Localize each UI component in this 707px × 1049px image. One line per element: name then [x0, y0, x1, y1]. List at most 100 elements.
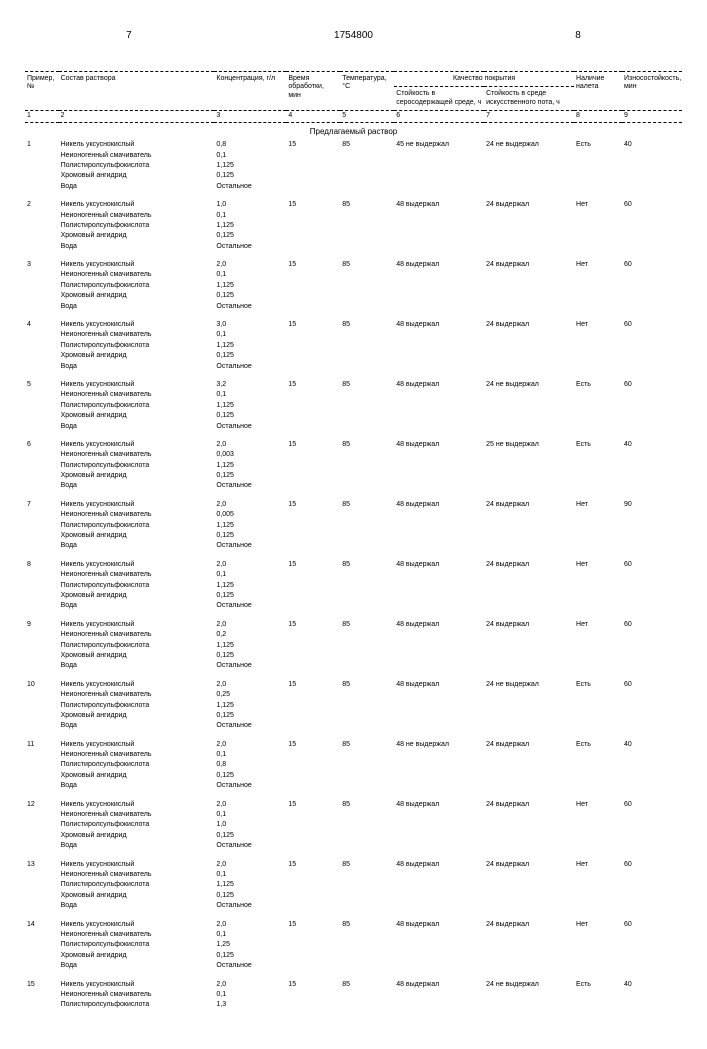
cell	[286, 870, 340, 880]
cell	[25, 810, 59, 820]
cell: 0,2	[214, 630, 286, 640]
cell	[574, 171, 622, 181]
cell	[340, 151, 394, 161]
cell	[484, 591, 574, 601]
table-row: Хромовый ангидрид0,125	[25, 951, 682, 961]
cell	[340, 570, 394, 580]
cell	[25, 930, 59, 940]
cell: 0,125	[214, 351, 286, 361]
cell	[394, 880, 484, 890]
cell	[286, 341, 340, 351]
cell	[25, 630, 59, 640]
row-separator	[25, 312, 682, 320]
cell: Нет	[574, 500, 622, 510]
cell	[25, 531, 59, 541]
cell	[574, 390, 622, 400]
cell	[286, 781, 340, 791]
cell	[25, 291, 59, 301]
cell: Остальное	[214, 781, 286, 791]
cell: Есть	[574, 980, 622, 990]
cell	[484, 211, 574, 221]
cell: Нет	[574, 800, 622, 810]
cell	[286, 182, 340, 192]
cell: 60	[622, 920, 682, 930]
cell	[484, 721, 574, 731]
page-num-left: 7	[126, 30, 132, 41]
cell	[340, 341, 394, 351]
cell	[286, 601, 340, 611]
cell	[394, 781, 484, 791]
cell: 60	[622, 320, 682, 330]
cell	[574, 591, 622, 601]
cell: 48 выдержал	[394, 560, 484, 570]
cell	[574, 302, 622, 312]
table-row: Полистиролсульфокислота1,125	[25, 521, 682, 531]
cell: Неионогенный смачиватель	[59, 151, 215, 161]
cell	[394, 651, 484, 661]
cell	[484, 880, 574, 890]
cell	[484, 641, 574, 651]
cell: 60	[622, 860, 682, 870]
cell: 1	[25, 140, 59, 150]
cell	[25, 461, 59, 471]
cell	[574, 880, 622, 890]
cell: 15	[286, 500, 340, 510]
cell	[622, 211, 682, 221]
cell	[574, 151, 622, 161]
cell: 0,25	[214, 690, 286, 700]
cell	[286, 951, 340, 961]
cell	[574, 471, 622, 481]
cell: Остальное	[214, 182, 286, 192]
cell	[394, 630, 484, 640]
cell	[25, 721, 59, 731]
cell: 24 выдержал	[484, 500, 574, 510]
cell: 48 выдержал	[394, 620, 484, 630]
cell	[286, 171, 340, 181]
table-row: Полистиролсульфокислота1,125	[25, 461, 682, 471]
cell	[340, 362, 394, 372]
cell: 48 выдержал	[394, 440, 484, 450]
table-row: Полистиролсульфокислота1,125	[25, 641, 682, 651]
cell	[484, 690, 574, 700]
cell	[574, 401, 622, 411]
cell	[25, 422, 59, 432]
cell	[340, 211, 394, 221]
cell	[394, 990, 484, 1000]
row-separator	[25, 372, 682, 380]
cell: 15	[286, 440, 340, 450]
table-row: Полистиролсульфокислота1,125	[25, 341, 682, 351]
cell: 85	[340, 860, 394, 870]
cell	[574, 661, 622, 671]
cell	[286, 281, 340, 291]
cell	[340, 630, 394, 640]
cell: Хромовый ангидрид	[59, 711, 215, 721]
cell: 24 выдержал	[484, 620, 574, 630]
cell	[25, 510, 59, 520]
table-row: Хромовый ангидрид0,125	[25, 411, 682, 421]
cell	[484, 750, 574, 760]
cell	[394, 961, 484, 971]
cell	[622, 411, 682, 421]
cell	[340, 771, 394, 781]
cell	[25, 182, 59, 192]
cell: 0,1	[214, 810, 286, 820]
cell	[622, 601, 682, 611]
colnum: 9	[622, 111, 682, 122]
cell	[484, 820, 574, 830]
cell	[25, 831, 59, 841]
cell	[25, 390, 59, 400]
cell: 45 не выдержал	[394, 140, 484, 150]
cell: 1,3	[214, 1000, 286, 1010]
cell	[622, 841, 682, 851]
cell: Полистиролсульфокислота	[59, 581, 215, 591]
cell: 24 выдержал	[484, 200, 574, 210]
cell: 48 выдержал	[394, 260, 484, 270]
cell	[394, 461, 484, 471]
cell: 48 выдержал	[394, 200, 484, 210]
cell: 24 не выдержал	[484, 140, 574, 150]
cell: Полистиролсульфокислота	[59, 940, 215, 950]
cell	[25, 651, 59, 661]
cell	[394, 302, 484, 312]
cell: 24 выдержал	[484, 920, 574, 930]
cell: 24 выдержал	[484, 800, 574, 810]
